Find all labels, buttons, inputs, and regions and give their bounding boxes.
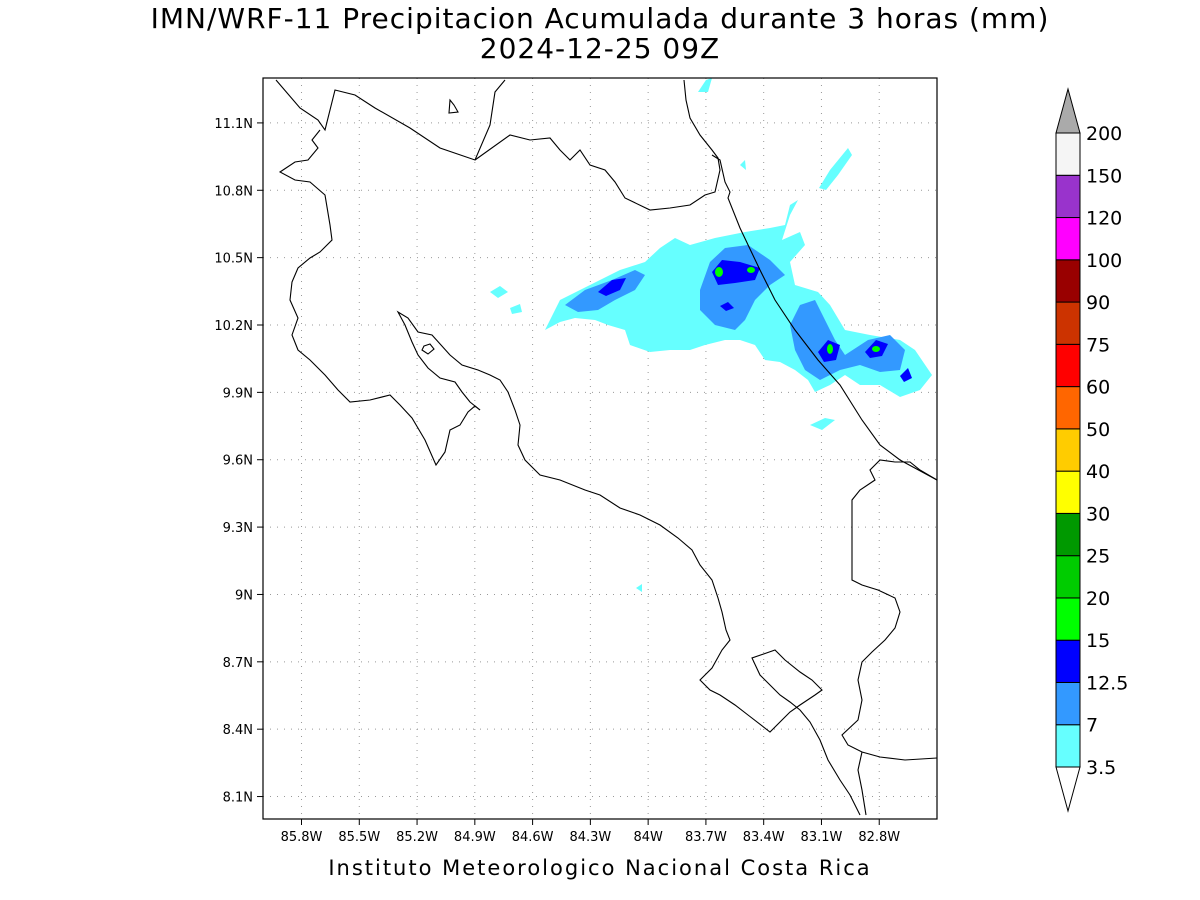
precip-area-blue (720, 302, 734, 311)
latitude-axis: 11.1N 10.8N 10.5N 10.2N 9.9N 9.6N 9.3N 9N 8.7N 8.… (214, 117, 263, 806)
coastline-burica (857, 751, 867, 816)
legend-level-label: 25 (1086, 546, 1110, 568)
legend-level-label: 90 (1086, 292, 1110, 314)
legend-swatch (1055, 597, 1081, 641)
lat-tick-label: 8.4N (223, 723, 253, 738)
precipitation-shading (490, 78, 932, 592)
precip-area-blue (900, 368, 912, 382)
lon-tick-label: 84.3W (569, 830, 611, 845)
lon-tick-label: 84.6W (512, 830, 554, 845)
legend-level-label: 120 (1086, 208, 1122, 230)
legend-cap-max (1055, 87, 1081, 134)
lat-tick-label: 9.9N (223, 386, 253, 401)
border-costa-rica-panama (841, 459, 938, 761)
lat-tick-label: 8.1N (223, 791, 253, 806)
lon-tick-label: 85.8W (281, 830, 323, 845)
map-background (263, 78, 937, 819)
precip-area-cyan (636, 584, 642, 592)
map-panel (262, 77, 938, 820)
precip-area-blue (712, 260, 760, 285)
precip-area-cyan (819, 148, 852, 190)
lat-tick-label: 11.1N (214, 117, 253, 132)
legend-swatch (1055, 724, 1081, 768)
lon-tick-label: 84.9W (454, 830, 496, 845)
legend-level-label: 60 (1086, 377, 1110, 399)
legend-swatch (1055, 301, 1081, 345)
precip-area-green (827, 344, 833, 354)
legend-swatch (1055, 428, 1081, 472)
legend-swatch (1055, 132, 1081, 176)
legend-swatch (1055, 217, 1081, 261)
legend-swatch (1055, 259, 1081, 303)
lon-tick-label: 83.1W (801, 830, 843, 845)
lake-shoreline (448, 98, 459, 114)
legend-cap-min (1055, 766, 1081, 813)
grid-lines (263, 78, 937, 819)
lat-tick-label: 9.6N (223, 454, 253, 469)
lon-tick-label: 82.8W (858, 830, 900, 845)
precip-area-green (872, 346, 880, 352)
precip-area-cyan (740, 160, 746, 170)
coastline-gulf-nicoya (396, 310, 861, 816)
lon-tick-label: 83.4W (743, 830, 785, 845)
legend-level-label: 3.5 (1086, 757, 1116, 779)
legend-swatch (1055, 639, 1081, 683)
border-nicaragua-costa-rica (474, 79, 721, 211)
footer-credit: Instituto Meteorologico Nacional Costa R… (328, 856, 872, 880)
legend-level-label: 30 (1086, 503, 1110, 525)
coastline-caribbean (711, 154, 938, 481)
legend-level-label: 7 (1086, 715, 1098, 737)
longitude-axis: 85.8W 85.5W 85.2W 84.9W 84.6W 84.3W 84W 83.7W 83… (281, 819, 900, 845)
legend-swatch (1055, 470, 1081, 514)
coastlines (275, 79, 938, 816)
lat-tick-label: 9N (235, 588, 253, 603)
map-title: IMN/WRF-11 Precipitacion Acumulada duran… (150, 2, 1050, 35)
legend-level-label: 200 (1086, 123, 1122, 145)
precip-area-cyan (810, 418, 835, 430)
color-legend: 3.5 7 12.5 15 20 25 30 40 50 60 75 90 100 120 150 200 (1055, 87, 1128, 813)
precip-area-cyan (510, 304, 522, 314)
legend-swatch (1055, 386, 1081, 430)
precip-area-blue (598, 278, 626, 296)
precip-area-cyan (490, 286, 508, 298)
coastline-pacific-north (278, 129, 481, 467)
legend-level-label: 75 (1086, 334, 1110, 356)
precip-area-cyan (698, 78, 712, 92)
lon-tick-label: 85.2W (396, 830, 438, 845)
legend-level-label: 12.5 (1086, 672, 1128, 694)
lon-tick-label: 83.7W (685, 830, 727, 845)
lat-tick-label: 8.7N (223, 656, 253, 671)
legend-swatch (1055, 555, 1081, 599)
legend-swatch (1055, 681, 1081, 726)
map-frame (262, 77, 938, 820)
legend-level-label: 50 (1086, 419, 1110, 441)
precip-area-green (747, 267, 755, 273)
lat-tick-label: 10.8N (214, 184, 253, 199)
lon-tick-label: 84W (633, 830, 663, 845)
lat-tick-label: 10.2N (214, 319, 253, 334)
legend-level-label: 15 (1086, 630, 1110, 652)
legend-level-label: 150 (1086, 165, 1122, 187)
legend-swatch (1055, 343, 1081, 388)
legend-level-label: 20 (1086, 588, 1110, 610)
lat-tick-label: 10.5N (214, 252, 253, 267)
legend-swatch (1055, 174, 1081, 219)
island-chira (421, 343, 435, 355)
coastline-north (275, 79, 506, 161)
precip-area-lightblue (790, 300, 905, 380)
lon-tick-label: 85.5W (338, 830, 380, 845)
lat-tick-label: 9.3N (223, 521, 253, 536)
legend-level-label: 40 (1086, 461, 1110, 483)
legend-level-label: 100 (1086, 250, 1122, 272)
legend-swatch (1055, 512, 1081, 557)
map-subtitle-date: 2024-12-25 09Z (479, 32, 721, 65)
precip-area-green (715, 267, 723, 277)
